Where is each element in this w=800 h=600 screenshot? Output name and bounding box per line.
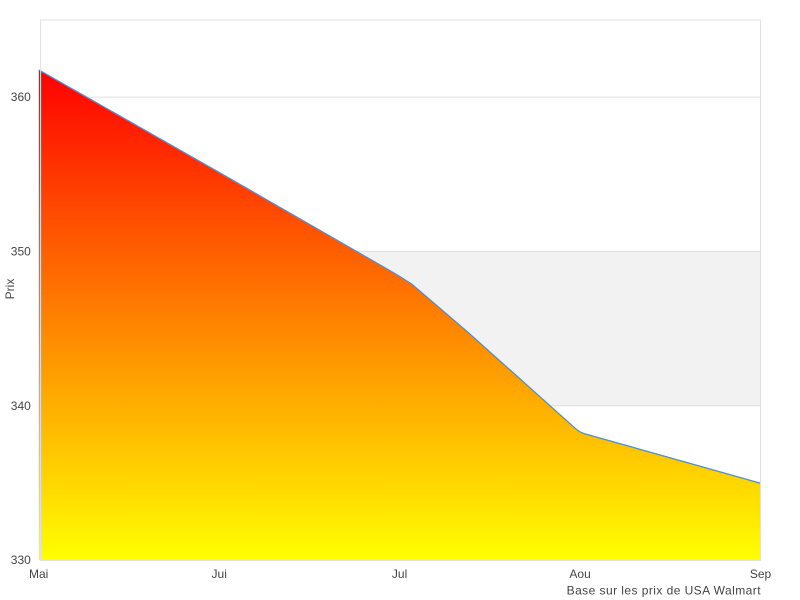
svg-text:Jui: Jui [212,567,227,581]
svg-text:Aou: Aou [569,567,590,581]
svg-text:330: 330 [11,553,31,567]
svg-text:Base sur les prix de USA Walma: Base sur les prix de USA Walmart [567,583,762,597]
svg-text:Sep: Sep [750,567,772,581]
svg-text:Prix: Prix [3,279,17,300]
svg-text:Jul: Jul [392,567,407,581]
svg-text:340: 340 [11,399,31,413]
svg-text:Mai: Mai [29,567,48,581]
svg-text:350: 350 [11,245,31,259]
svg-text:360: 360 [11,90,31,104]
